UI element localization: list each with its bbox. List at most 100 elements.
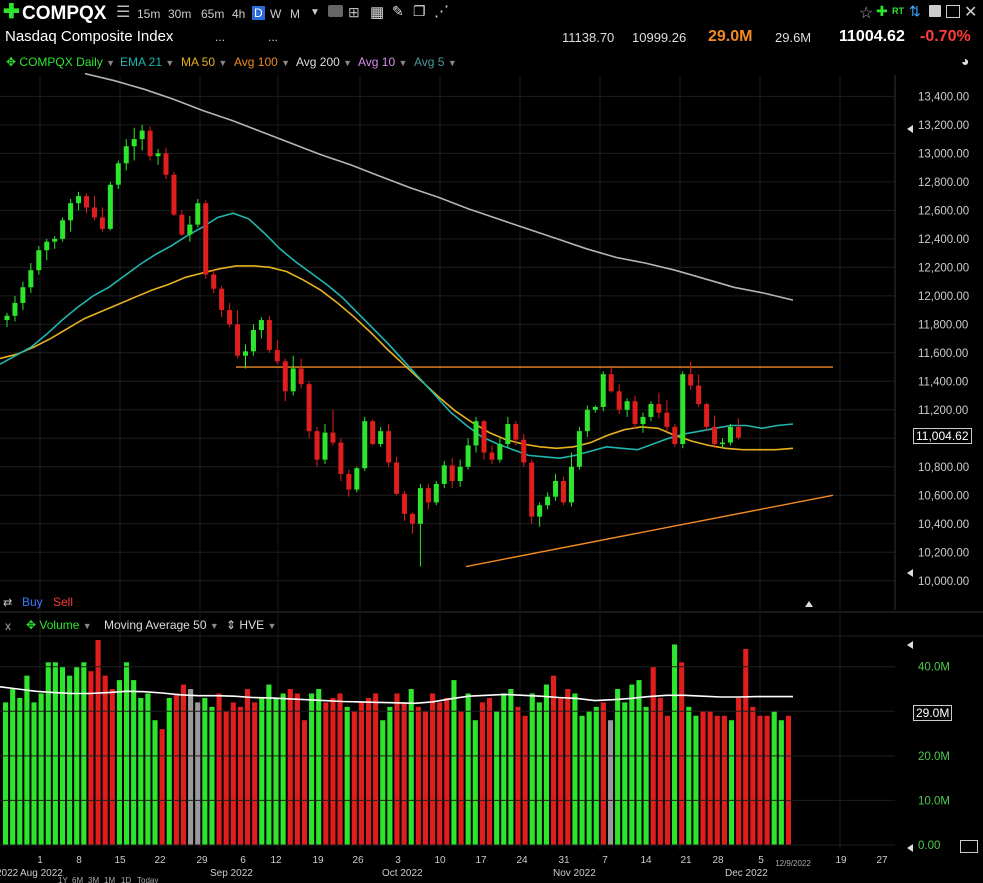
layers-icon[interactable]: ❐ — [413, 3, 426, 19]
x-tick-label: 17 — [475, 855, 487, 866]
volume-bar — [486, 697, 493, 845]
save-icon[interactable] — [929, 5, 941, 17]
text-tool-icon[interactable] — [328, 5, 343, 17]
indicator-avg200[interactable]: Avg 200 ▼ — [296, 55, 352, 69]
ruler-icon[interactable]: ⊞ — [348, 4, 360, 20]
candle-body — [258, 320, 264, 331]
indicator-avg100[interactable]: Avg 100 ▼ — [234, 55, 290, 69]
candle-body — [553, 481, 559, 497]
close-pane-button[interactable]: x — [5, 619, 11, 633]
indicator-main[interactable]: ✥ COMPQX Daily ▼ — [6, 55, 115, 69]
pane-toggle-icon[interactable] — [960, 840, 978, 853]
volume-bar — [173, 693, 179, 845]
calculator-icon[interactable]: ▦ — [370, 4, 385, 21]
candle-body — [250, 330, 256, 352]
volume-bar — [301, 720, 308, 845]
candle-body — [664, 412, 670, 427]
candle-body — [561, 481, 566, 503]
period-button[interactable]: 1M — [104, 876, 115, 883]
x-tick-label: 14 — [640, 855, 652, 866]
volume-bar — [102, 675, 108, 845]
x-period-label: Dec 2022 — [725, 868, 768, 879]
volume-bar — [721, 715, 727, 845]
volume-bar — [572, 693, 578, 845]
volume-bar — [337, 693, 343, 845]
timeframe-daily[interactable]: D — [252, 6, 265, 20]
price-tick-label: 10,000.00 — [918, 576, 969, 588]
indicator-avg10[interactable]: Avg 10 ▼ — [358, 55, 407, 69]
chevron-down-icon: ▼ — [82, 621, 92, 631]
x-tick-label: 12 — [270, 855, 282, 866]
candle-body — [36, 250, 42, 271]
x-tick-label: 22 — [154, 855, 166, 866]
candle-body — [648, 404, 654, 417]
volume-indicator[interactable]: ✥ Volume ▼ — [26, 618, 92, 632]
volume-bar — [81, 662, 87, 845]
volume-bar — [259, 697, 265, 845]
candle-body — [99, 217, 105, 229]
candle-body — [409, 513, 415, 524]
period-button[interactable]: 6M — [72, 876, 83, 883]
volume-bar — [145, 693, 151, 845]
trade-arrows-icon[interactable]: ⇄ — [3, 597, 13, 609]
price-tick-label: 12,000.00 — [918, 291, 969, 303]
list-icon[interactable]: ☰ — [116, 4, 131, 21]
axis-arrow-icon — [907, 569, 913, 577]
volume-bar — [380, 720, 386, 845]
volume-tick-label: 0.00 — [918, 840, 940, 852]
close-icon[interactable]: ✕ — [964, 4, 978, 21]
period-button[interactable]: Today — [137, 876, 158, 883]
pencil-icon[interactable]: ✎ — [392, 3, 404, 19]
candle-body — [497, 443, 503, 460]
last-price: 11004.62 — [839, 28, 905, 45]
candle-body — [680, 374, 686, 444]
palette-icon[interactable]: ◕ — [961, 53, 970, 69]
timeframe-15m[interactable]: 15m — [137, 7, 161, 21]
volume-bar — [529, 693, 535, 845]
candle-body — [402, 493, 407, 514]
plus-icon[interactable]: ✚ — [876, 3, 888, 19]
timeframe-monthly[interactable]: M — [290, 7, 300, 21]
indicator-ema21-label: EMA 21 — [120, 55, 163, 69]
timeframe-4h[interactable]: 4h — [232, 7, 246, 21]
indicator-ema21[interactable]: EMA 21 ▼ — [120, 55, 174, 69]
buy-button[interactable]: Buy — [22, 595, 43, 609]
x-period-label: Oct 2022 — [382, 868, 423, 879]
timeframe-30m[interactable]: 30m — [168, 7, 192, 21]
sell-button[interactable]: Sell — [53, 595, 74, 609]
symbol[interactable]: COMPQX — [22, 3, 107, 24]
star-icon[interactable]: ☆ — [859, 5, 874, 22]
period-button[interactable]: 1D — [121, 876, 131, 883]
volume-bar — [131, 680, 137, 845]
timeframe-weekly[interactable]: W — [270, 7, 282, 21]
candle-body — [274, 349, 280, 362]
indicator-ma50[interactable]: MA 50 ▼ — [181, 55, 227, 69]
volume-ma-indicator[interactable]: Moving Average 50 ▼ — [104, 618, 219, 632]
volume-bar — [600, 702, 606, 845]
volume-bar — [437, 702, 443, 845]
candle-body — [282, 361, 288, 392]
share-icon[interactable]: ⋰ — [434, 3, 449, 20]
candle-body — [608, 374, 614, 392]
axis-arrow-icon — [907, 641, 913, 649]
hve-indicator[interactable]: ⇕ HVE ▼ — [226, 618, 276, 632]
add-icon[interactable]: ✚ — [3, 1, 20, 23]
volume-bar — [408, 689, 414, 845]
chevron-down-icon: ▼ — [209, 621, 219, 631]
candle-body — [12, 302, 18, 316]
indicator-avg100-label: Avg 100 — [234, 55, 278, 69]
candle-body — [266, 320, 272, 350]
volume-bar — [657, 697, 663, 845]
timeframe-dropdown-icon[interactable]: ▼ — [310, 7, 320, 18]
candle-body — [735, 426, 741, 438]
maximize-icon[interactable] — [946, 5, 960, 18]
volume-bar — [252, 702, 258, 845]
candle-body — [473, 421, 479, 446]
sync-icon[interactable]: ⇅ — [909, 3, 921, 19]
volume-bar — [394, 693, 400, 845]
indicator-avg5[interactable]: Avg 5 ▼ — [414, 55, 457, 69]
timeframe-65m[interactable]: 65m — [201, 7, 225, 21]
period-button[interactable]: 3M — [88, 876, 99, 883]
period-button[interactable]: 1Y — [58, 876, 68, 883]
